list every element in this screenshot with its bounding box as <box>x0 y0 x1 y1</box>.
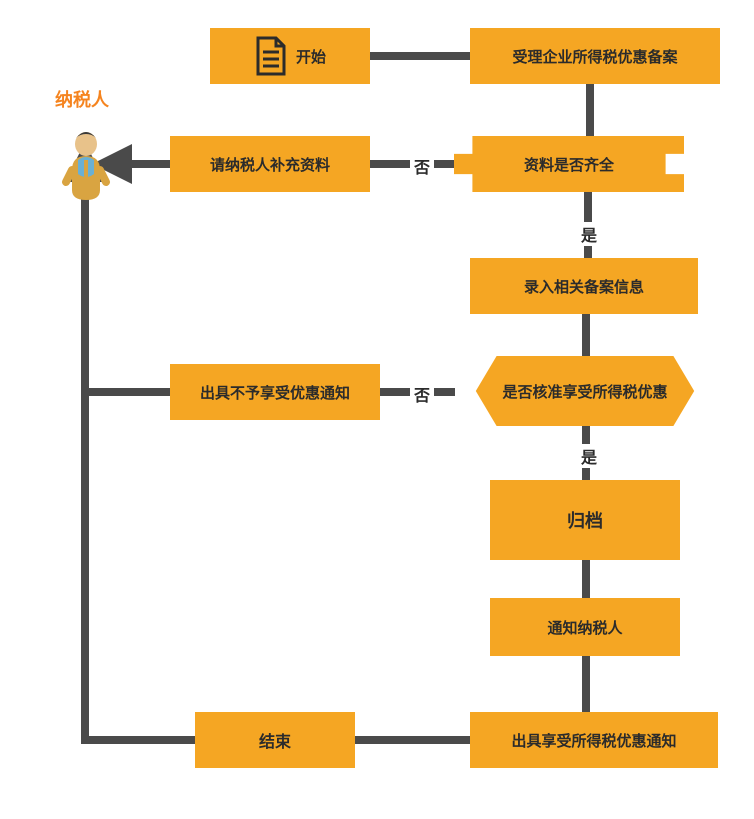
flowchart-stage: 纳税人开始受理企业所得税优惠备案资料是否齐全请纳税人补充资料录入相关备案信息是否… <box>0 0 754 819</box>
node-label: 出具享受所得税优惠通知 <box>511 730 676 751</box>
node-notify: 通知纳税人 <box>490 598 680 656</box>
taxpayer-figure <box>66 132 106 200</box>
node-label: 结束 <box>259 728 291 752</box>
node-issue: 出具享受所得税优惠通知 <box>470 712 718 768</box>
node-label: 开始 <box>296 46 326 67</box>
node-label: 是否核准享受所得税优惠 <box>502 381 667 402</box>
node-label: 出具不予享受优惠通知 <box>200 382 350 403</box>
node-label: 通知纳税人 <box>547 617 622 638</box>
node-label: 归档 <box>567 507 603 533</box>
node-approve_q: 是否核准享受所得税优惠 <box>455 356 715 426</box>
node-supplement: 请纳税人补充资料 <box>170 136 370 192</box>
node-reject: 出具不予享受优惠通知 <box>170 364 380 420</box>
node-accept: 受理企业所得税优惠备案 <box>470 28 720 84</box>
edge-label-no2: 否 <box>410 382 434 406</box>
node-complete_q: 资料是否齐全 <box>454 136 684 192</box>
document-icon <box>254 36 288 76</box>
edge-label-yes2: 是 <box>577 444 601 468</box>
edge-label-no: 否 <box>410 154 434 178</box>
node-end: 结束 <box>195 712 355 768</box>
node-label: 资料是否齐全 <box>524 154 614 175</box>
node-enter: 录入相关备案信息 <box>470 258 698 314</box>
node-archive: 归档 <box>490 480 680 560</box>
edge-reject-return1 <box>85 215 170 392</box>
node-label: 受理企业所得税优惠备案 <box>512 46 677 67</box>
edge-label-yes1: 是 <box>577 222 601 246</box>
node-label: 录入相关备案信息 <box>524 276 644 297</box>
edge-end-return2 <box>85 150 195 740</box>
node-label: 请纳税人补充资料 <box>210 154 330 175</box>
title-taxpayer: 纳税人 <box>55 86 109 112</box>
node-start: 开始 <box>210 28 370 84</box>
